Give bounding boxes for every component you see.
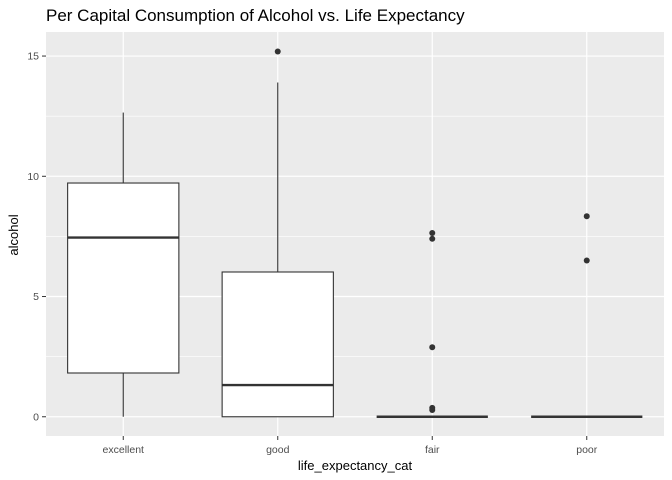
y-tick-label: 10 xyxy=(27,171,39,183)
outlier-point xyxy=(274,48,281,55)
y-tick-label: 15 xyxy=(27,51,39,63)
outlier-point xyxy=(429,344,436,351)
x-tick-label: fair xyxy=(425,444,440,456)
outlier-point xyxy=(583,257,590,264)
y-axis-ticks: 0 5 10 15 xyxy=(27,51,46,423)
box-group xyxy=(67,48,643,418)
outlier-point xyxy=(429,407,436,414)
y-axis-title: alcohol xyxy=(6,214,21,255)
box-fair xyxy=(376,230,488,418)
box-iqr xyxy=(221,271,334,418)
box-excellent xyxy=(67,112,180,417)
x-tick-label: good xyxy=(266,444,290,456)
x-axis-ticks: excellent good fair poor xyxy=(103,436,598,456)
outlier-point xyxy=(429,235,436,242)
x-tick-label: poor xyxy=(576,444,598,456)
box-iqr xyxy=(67,182,180,374)
y-tick-label: 5 xyxy=(33,291,39,303)
x-tick-label: excellent xyxy=(103,444,145,456)
x-axis-title: life_expectancy_cat xyxy=(298,458,413,473)
box-poor xyxy=(531,213,643,418)
y-tick-label: 0 xyxy=(33,411,39,423)
outlier-point xyxy=(583,213,590,220)
chart-title: Per Capital Consumption of Alcohol vs. L… xyxy=(46,6,465,25)
outlier-point xyxy=(429,230,436,237)
box-good xyxy=(221,48,334,418)
